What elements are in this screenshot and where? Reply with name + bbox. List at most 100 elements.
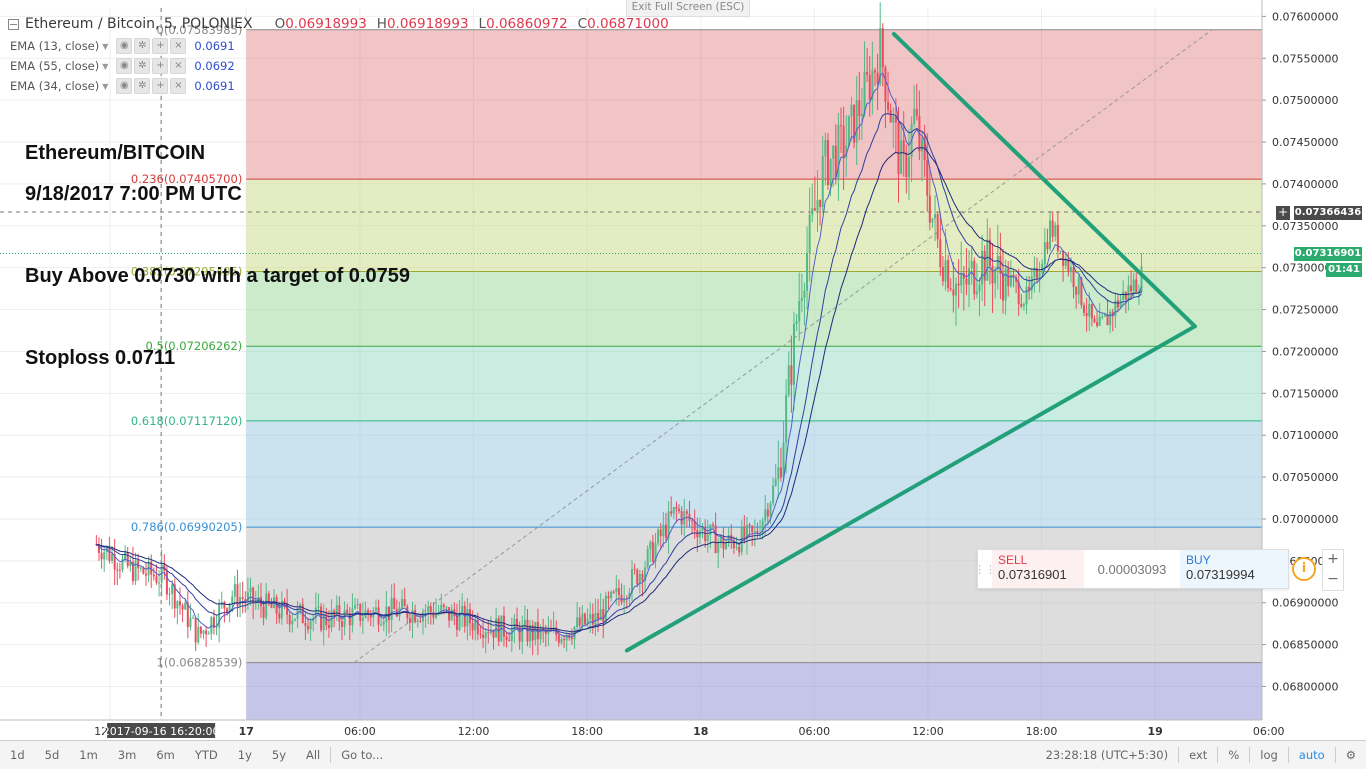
- candle-body: [304, 623, 307, 627]
- eye-icon[interactable]: ◉: [116, 38, 133, 54]
- range-3m[interactable]: 3m: [117, 748, 137, 762]
- plus-icon[interactable]: +: [1276, 205, 1290, 220]
- close-icon[interactable]: ×: [170, 78, 187, 94]
- candle-body: [508, 639, 511, 642]
- candle-body: [711, 524, 714, 526]
- candle-body: [246, 592, 249, 602]
- sell-button[interactable]: SELL 0.07316901: [992, 550, 1084, 588]
- goto-button[interactable]: Go to...: [341, 748, 384, 762]
- eye-icon[interactable]: ◉: [116, 58, 133, 74]
- plus-icon[interactable]: +: [152, 38, 169, 54]
- candle-body: [1130, 285, 1133, 292]
- fib-zone: [246, 420, 1272, 528]
- chevron-down-icon[interactable]: ▼: [102, 81, 109, 91]
- chart-area[interactable]: 0(0.07583985) 0.236(0.07405700) 0.382(0.07…: [0, 0, 1366, 740]
- candle-body: [233, 584, 236, 597]
- info-icon[interactable]: i: [1292, 557, 1316, 581]
- plus-icon[interactable]: +: [152, 58, 169, 74]
- buy-button[interactable]: BUY 0.07319994: [1180, 550, 1288, 588]
- ext-toggle[interactable]: ext: [1189, 748, 1208, 762]
- indicator-ema55[interactable]: EMA (55, close) ▼ ◉ ✲ + × 0.0692: [10, 58, 235, 74]
- x-tick-label: 06:00: [344, 725, 376, 738]
- zoom-out-button[interactable]: −: [1327, 571, 1339, 587]
- candle-body: [675, 507, 678, 509]
- range-all[interactable]: All: [306, 748, 321, 762]
- gear-icon[interactable]: ✲: [134, 38, 151, 54]
- candle-body: [678, 508, 681, 512]
- candle-body: [307, 626, 310, 630]
- candle-body: [176, 601, 179, 609]
- candle-body: [393, 597, 396, 610]
- indicator-ema34[interactable]: EMA (34, close) ▼ ◉ ✲ + × 0.0691: [10, 78, 235, 94]
- candle-body: [184, 602, 187, 610]
- candle-body: [356, 604, 359, 606]
- chevron-down-icon[interactable]: ▼: [102, 61, 109, 71]
- candle-body: [199, 626, 202, 634]
- candle-body: [1049, 220, 1052, 250]
- y-tick-label: 0.06900000: [1272, 597, 1338, 610]
- collapse-icon[interactable]: [8, 18, 19, 30]
- range-6m[interactable]: 6m: [156, 748, 175, 762]
- range-5y[interactable]: 5y: [271, 748, 286, 762]
- candle-body: [988, 239, 991, 266]
- chevron-down-icon[interactable]: ▼: [102, 41, 109, 51]
- gear-icon[interactable]: ✲: [134, 78, 151, 94]
- candle-body: [445, 606, 448, 608]
- candle-body: [813, 208, 816, 211]
- y-tick-label: 0.07500000: [1272, 94, 1338, 107]
- zoom-in-button[interactable]: +: [1327, 551, 1339, 567]
- candle-body: [824, 140, 827, 157]
- candle-body: [751, 525, 754, 532]
- candle-body: [782, 442, 785, 478]
- candle-body: [244, 599, 247, 602]
- candle-body: [806, 252, 809, 291]
- candle-body: [489, 629, 492, 634]
- range-1m[interactable]: 1m: [79, 748, 98, 762]
- range-5d[interactable]: 5d: [44, 748, 60, 762]
- candle-body: [719, 536, 722, 543]
- candle-body: [657, 529, 660, 544]
- candle-body: [764, 509, 767, 521]
- candle-body: [633, 569, 636, 571]
- candle-body: [1077, 277, 1080, 295]
- price-chart[interactable]: 0(0.07583985) 0.236(0.07405700) 0.382(0.07…: [0, 0, 1366, 740]
- close-icon[interactable]: ×: [170, 38, 187, 54]
- candle-body: [790, 365, 793, 385]
- range-ytd[interactable]: YTD: [194, 748, 218, 762]
- candle-body: [641, 573, 644, 582]
- candle-body: [931, 218, 934, 223]
- eye-icon[interactable]: ◉: [116, 78, 133, 94]
- candle-body: [957, 283, 960, 286]
- candle-body: [803, 290, 806, 298]
- range-1d[interactable]: 1d: [10, 748, 25, 762]
- countdown-tag: 01:41: [1326, 263, 1362, 277]
- plus-icon[interactable]: +: [152, 78, 169, 94]
- ema-line: [96, 146, 1142, 633]
- candle-body: [769, 503, 772, 517]
- auto-toggle[interactable]: auto: [1298, 748, 1325, 762]
- indicator-ema13[interactable]: EMA (13, close) ▼ ◉ ✲ + × 0.0691: [10, 38, 235, 54]
- settings-gear-icon[interactable]: ⚙: [1345, 748, 1356, 762]
- x-tick-label: 18:00: [1026, 725, 1058, 738]
- range-1y[interactable]: 1y: [237, 748, 252, 762]
- log-toggle[interactable]: log: [1260, 748, 1278, 762]
- candle-body: [1033, 268, 1036, 277]
- candle-body: [620, 595, 623, 603]
- percent-toggle[interactable]: %: [1228, 748, 1240, 762]
- close-icon[interactable]: ×: [170, 58, 187, 74]
- candle-body: [482, 634, 485, 638]
- candle-body: [670, 511, 673, 514]
- exit-fullscreen-button[interactable]: Exit Full Screen (ESC): [626, 0, 750, 17]
- gear-icon[interactable]: ✲: [134, 58, 151, 74]
- candle-body: [547, 629, 550, 634]
- fib-trend-line: [353, 29, 1213, 663]
- candle-body: [939, 239, 942, 267]
- candle-body: [1127, 285, 1130, 300]
- candle-body: [604, 595, 607, 623]
- candle-body: [735, 546, 738, 549]
- candle-body: [701, 527, 704, 532]
- candle-body: [291, 620, 294, 625]
- candle-body: [928, 195, 931, 223]
- candle-body: [437, 611, 440, 613]
- drag-handle-icon[interactable]: ⋮⋮: [974, 563, 996, 576]
